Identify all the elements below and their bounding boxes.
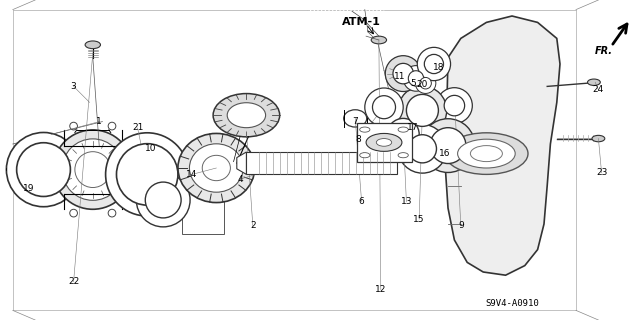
- Ellipse shape: [6, 132, 81, 207]
- Text: ATM-1: ATM-1: [342, 17, 381, 28]
- Ellipse shape: [406, 94, 438, 126]
- Text: 5: 5: [410, 79, 415, 88]
- Ellipse shape: [403, 66, 429, 91]
- Text: 17: 17: [407, 124, 419, 132]
- Ellipse shape: [360, 127, 370, 132]
- Text: 10: 10: [145, 144, 156, 153]
- Text: FR.: FR.: [595, 46, 613, 56]
- Ellipse shape: [430, 128, 466, 164]
- Ellipse shape: [106, 133, 189, 216]
- Ellipse shape: [592, 135, 605, 142]
- Text: 21: 21: [132, 124, 143, 132]
- Ellipse shape: [344, 110, 367, 127]
- Ellipse shape: [189, 144, 243, 192]
- Ellipse shape: [387, 118, 419, 150]
- Text: 11: 11: [394, 72, 406, 81]
- Ellipse shape: [85, 41, 100, 49]
- Text: 15: 15: [413, 215, 425, 224]
- Bar: [246, 152, 397, 174]
- Ellipse shape: [445, 133, 528, 174]
- Ellipse shape: [378, 109, 429, 160]
- Text: 7: 7: [353, 117, 358, 126]
- Text: 20: 20: [417, 80, 428, 89]
- Ellipse shape: [62, 139, 124, 200]
- Polygon shape: [237, 152, 246, 174]
- Text: 18: 18: [433, 63, 444, 72]
- Ellipse shape: [588, 79, 600, 85]
- Text: 13: 13: [401, 197, 412, 206]
- Ellipse shape: [365, 88, 403, 126]
- Ellipse shape: [17, 143, 70, 196]
- Text: 3: 3: [71, 82, 76, 91]
- Text: 6: 6: [359, 197, 364, 206]
- Ellipse shape: [393, 63, 413, 84]
- Ellipse shape: [408, 71, 424, 86]
- Ellipse shape: [398, 127, 408, 132]
- Ellipse shape: [145, 182, 181, 218]
- Ellipse shape: [371, 36, 387, 44]
- Text: 14: 14: [186, 170, 198, 179]
- Text: 2: 2: [250, 221, 255, 230]
- Text: 8: 8: [356, 135, 361, 144]
- Ellipse shape: [213, 93, 280, 137]
- Ellipse shape: [376, 139, 392, 146]
- Ellipse shape: [227, 103, 266, 128]
- Ellipse shape: [421, 119, 475, 172]
- Text: 12: 12: [375, 285, 387, 294]
- Text: 24: 24: [593, 85, 604, 94]
- Ellipse shape: [366, 133, 402, 151]
- Ellipse shape: [436, 88, 472, 124]
- Text: S9V4-A0910: S9V4-A0910: [485, 300, 539, 308]
- Ellipse shape: [458, 139, 515, 168]
- Ellipse shape: [372, 96, 396, 119]
- Ellipse shape: [398, 124, 447, 173]
- Text: 23: 23: [596, 168, 607, 177]
- Ellipse shape: [53, 130, 132, 209]
- Ellipse shape: [360, 153, 370, 158]
- Text: 16: 16: [439, 149, 451, 158]
- Ellipse shape: [178, 133, 255, 203]
- Ellipse shape: [415, 73, 436, 93]
- Ellipse shape: [444, 95, 465, 116]
- Text: 19: 19: [23, 184, 35, 193]
- Bar: [357, 123, 412, 162]
- Ellipse shape: [424, 54, 444, 74]
- Ellipse shape: [420, 77, 431, 89]
- Ellipse shape: [136, 173, 190, 227]
- Ellipse shape: [202, 155, 230, 181]
- Ellipse shape: [398, 86, 447, 135]
- Ellipse shape: [435, 133, 461, 158]
- Polygon shape: [445, 16, 560, 275]
- Text: 9: 9: [458, 221, 463, 230]
- Text: 1: 1: [97, 117, 102, 126]
- Ellipse shape: [116, 144, 178, 205]
- Ellipse shape: [398, 153, 408, 158]
- Text: 4: 4: [237, 175, 243, 184]
- Text: 22: 22: [68, 277, 79, 286]
- Ellipse shape: [470, 146, 502, 162]
- Ellipse shape: [417, 47, 451, 81]
- Bar: [182, 163, 224, 234]
- Ellipse shape: [75, 152, 111, 188]
- Ellipse shape: [408, 135, 436, 163]
- Ellipse shape: [385, 56, 421, 92]
